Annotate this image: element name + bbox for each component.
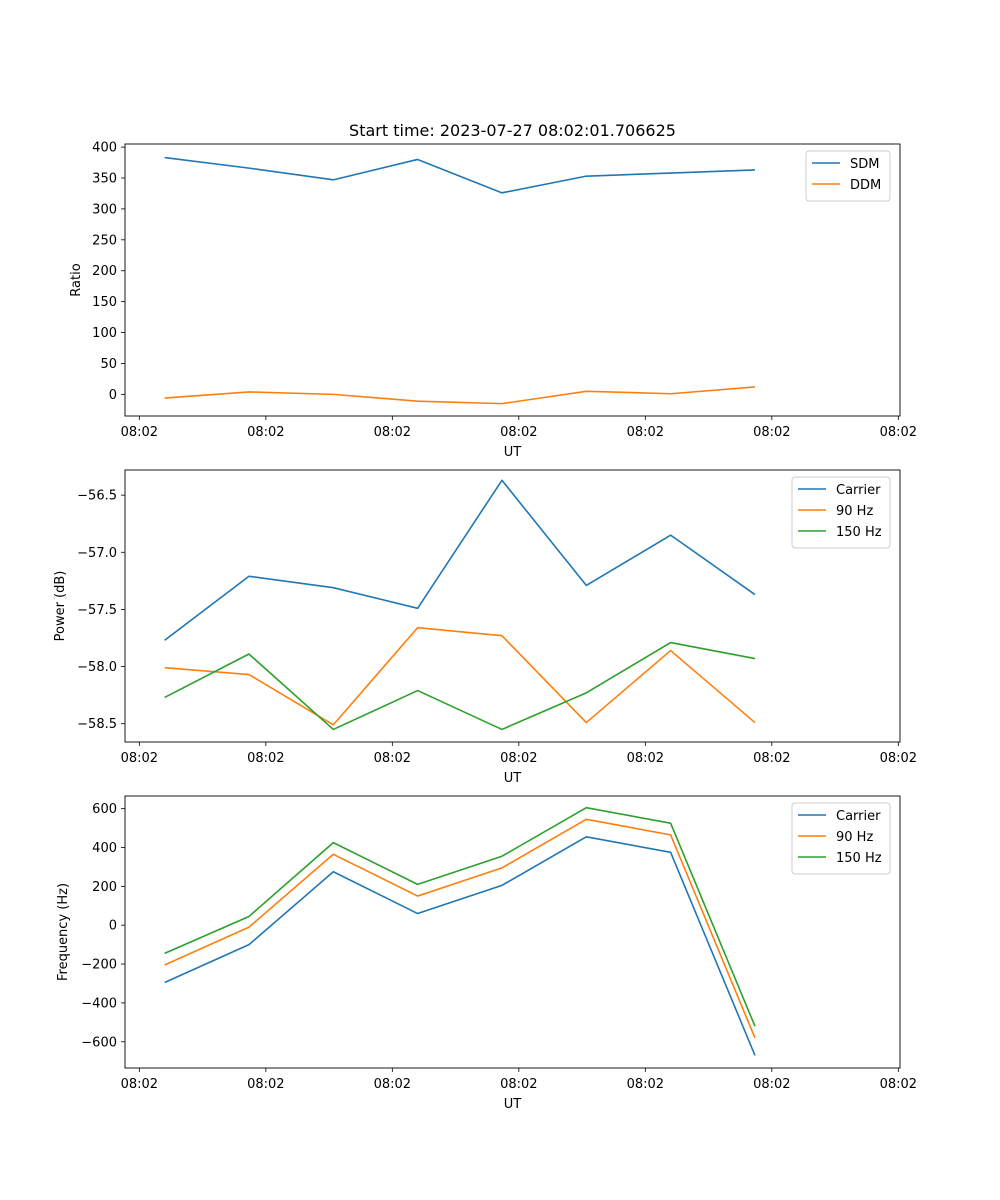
- y-tick-label: 350: [92, 172, 117, 187]
- x-tick-label: 08:02: [753, 425, 790, 440]
- y-tick-label: −600: [81, 1035, 117, 1050]
- y-tick-label: −56.5: [77, 489, 117, 504]
- legend-label: Carrier: [836, 483, 881, 498]
- y-tick-label: 600: [92, 802, 117, 817]
- x-tick-label: 08:02: [880, 425, 917, 440]
- x-tick-label: 08:02: [121, 751, 158, 766]
- x-tick-label: 08:02: [880, 751, 917, 766]
- x-tick-label: 08:02: [627, 751, 664, 766]
- x-tick-label: 08:02: [247, 751, 284, 766]
- y-tick-label: 200: [92, 264, 117, 279]
- y-tick-label: 200: [92, 880, 117, 895]
- y-axis-label: Ratio: [69, 263, 84, 296]
- y-tick-label: 400: [92, 841, 117, 856]
- legend-label: SDM: [850, 157, 879, 172]
- axes-frame: [124, 795, 901, 1069]
- legend: Carrier 90 Hz 150 Hz: [791, 802, 891, 875]
- series-line-sdm: [164, 156, 755, 194]
- chart-title: Start time: 2023-07-27 08:02:01.706625: [349, 121, 676, 140]
- legend: Carrier 90 Hz 150 Hz: [791, 476, 891, 549]
- y-axis-label: Frequency (Hz): [56, 883, 71, 981]
- legend-label: 90 Hz: [836, 830, 873, 845]
- axes-frame: [124, 469, 901, 743]
- y-tick-label: 400: [92, 141, 117, 156]
- y-axis-label: Power (dB): [53, 571, 68, 642]
- legend-label: 150 Hz: [836, 525, 882, 540]
- y-tick-label: 0: [109, 388, 117, 403]
- x-axis-label: UT: [504, 771, 522, 786]
- legend-label: Carrier: [836, 809, 881, 824]
- chart-2: −58.5 −58.0 −57.5 −57.0 −56.5 08:02 08:02 08:02…: [53, 469, 917, 786]
- y-tick-label: −58.0: [77, 660, 117, 675]
- x-tick-label: 08:02: [753, 751, 790, 766]
- legend-label: 90 Hz: [836, 504, 873, 519]
- y-tick-label: −400: [81, 996, 117, 1011]
- y-tick-label: 100: [92, 326, 117, 341]
- series-line-150-hz: [164, 641, 756, 731]
- y-tick-label: −200: [81, 958, 117, 973]
- x-tick-label: 08:02: [374, 1077, 411, 1092]
- x-tick-label: 08:02: [500, 751, 537, 766]
- x-tick-label: 08:02: [627, 425, 664, 440]
- legend: SDM DDM: [805, 150, 891, 202]
- series-line-ddm: [164, 386, 756, 405]
- x-axis-label: UT: [504, 445, 522, 460]
- y-tick-label: 250: [92, 233, 117, 248]
- series-line-carrier: [164, 835, 756, 1056]
- x-tick-label: 08:02: [121, 1077, 158, 1092]
- y-tick-label: −57.0: [77, 546, 117, 561]
- series-line-90-hz: [164, 818, 756, 1039]
- x-tick-label: 08:02: [753, 1077, 790, 1092]
- x-tick-label: 08:02: [500, 425, 537, 440]
- x-tick-label: 08:02: [374, 425, 411, 440]
- series-line-150-hz: [164, 806, 756, 1027]
- chart-1: Start time: 2023-07-27 08:02:01.706625 0 5…: [69, 121, 917, 460]
- x-tick-label: 08:02: [247, 1077, 284, 1092]
- x-tick-label: 08:02: [247, 425, 284, 440]
- x-tick-label: 08:02: [880, 1077, 917, 1092]
- series-line-carrier: [164, 479, 756, 641]
- chart-3: −600 −400 −200 0 200 400 600 08:02 08:02 08:02 08:…: [56, 795, 917, 1112]
- x-axis-label: UT: [504, 1097, 522, 1112]
- y-tick-label: 50: [100, 357, 117, 372]
- y-tick-label: 0: [109, 919, 117, 934]
- x-tick-label: 08:02: [627, 1077, 664, 1092]
- x-tick-label: 08:02: [374, 751, 411, 766]
- x-tick-label: 08:02: [121, 425, 158, 440]
- y-tick-label: 300: [92, 202, 117, 217]
- y-tick-label: −58.5: [77, 717, 117, 732]
- series-line-90-hz: [164, 626, 756, 726]
- y-tick-label: 150: [92, 295, 117, 310]
- x-tick-label: 08:02: [500, 1077, 537, 1092]
- legend-label: DDM: [850, 178, 881, 193]
- y-tick-label: −57.5: [77, 603, 117, 618]
- legend-label: 150 Hz: [836, 851, 882, 866]
- axes-frame: [124, 143, 901, 417]
